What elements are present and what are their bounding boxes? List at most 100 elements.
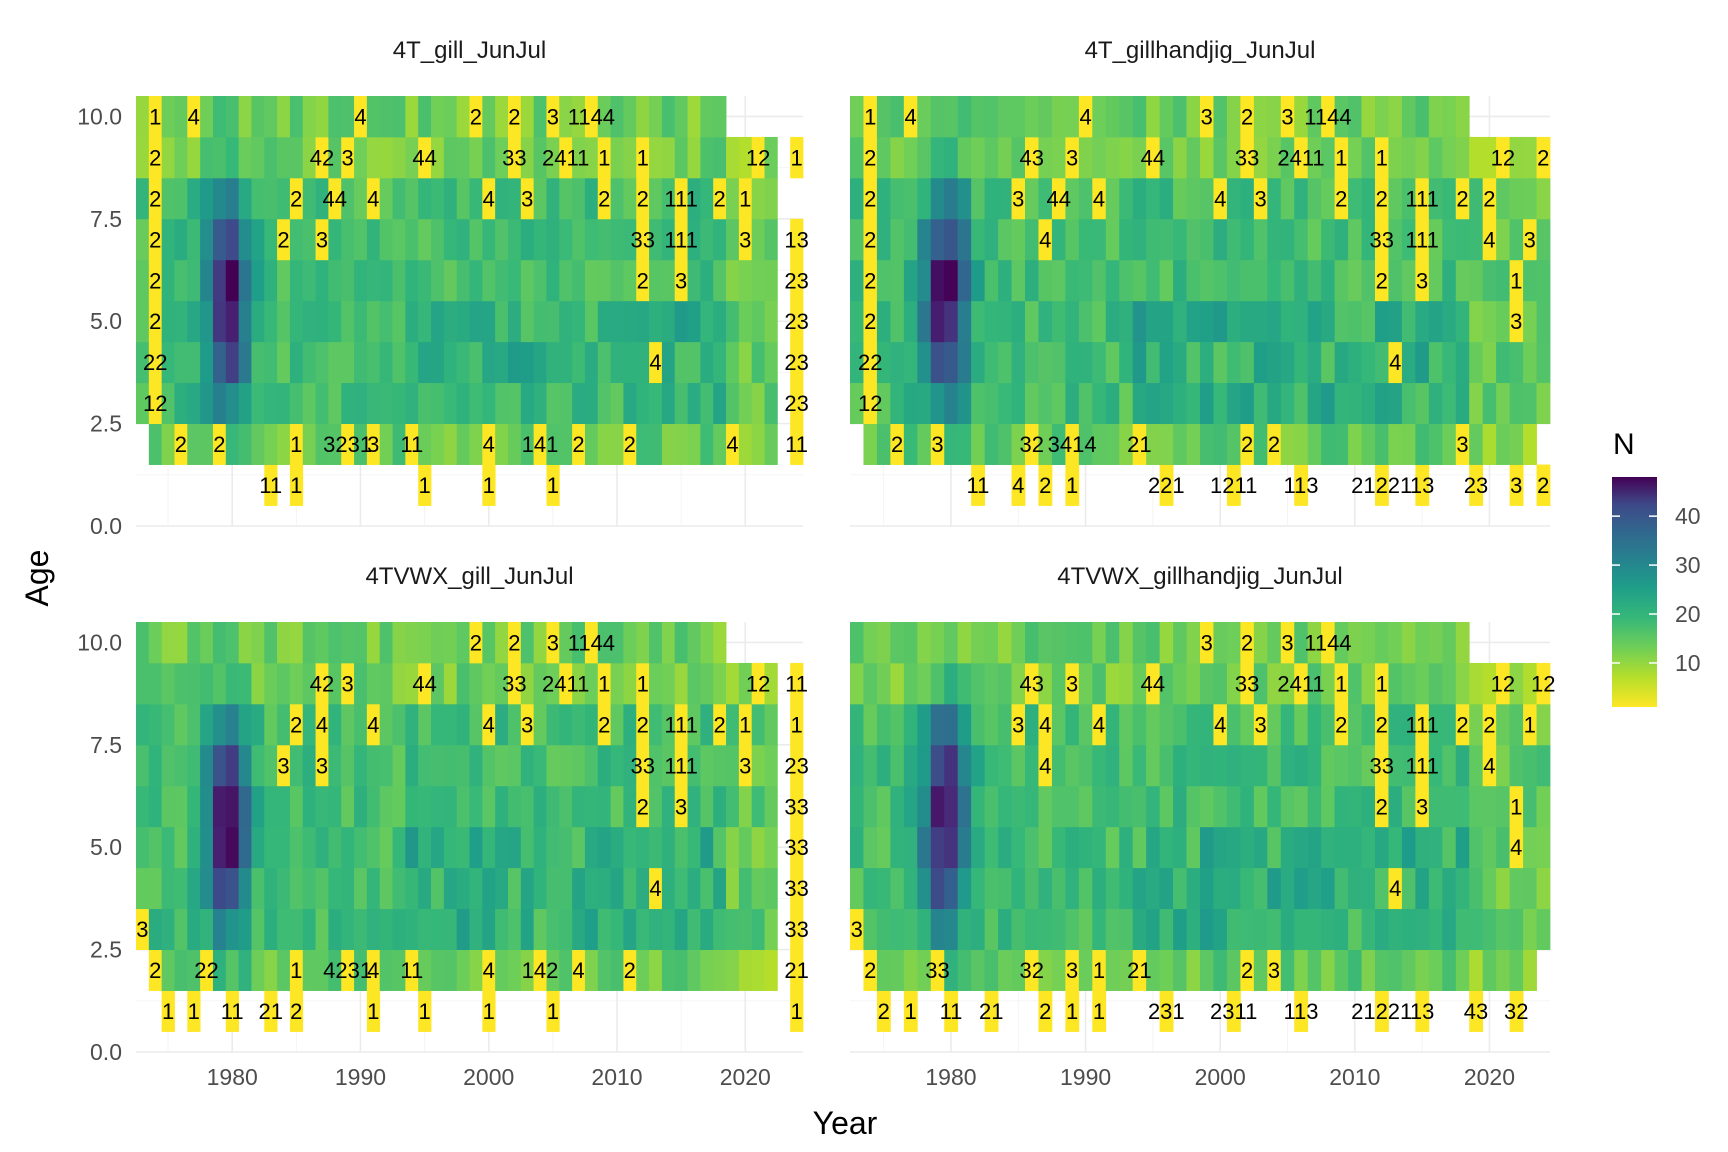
heatmap-tile [1401,300,1416,343]
heatmap-tile [1415,662,1430,705]
panel-title: 4TVWX_gill_JunJul [365,563,573,590]
heatmap-tile [405,382,419,425]
heatmap-tile [328,744,342,787]
cell-count-label: 2 [624,958,636,983]
cell-count-label: 4 [1093,712,1105,737]
heatmap-tile [971,949,986,991]
heatmap-tile [1536,464,1551,506]
heatmap-tile [1307,136,1322,179]
heatmap-tile [1482,218,1497,261]
heatmap-tile [751,826,765,869]
heatmap-tile [1146,177,1161,220]
heatmap-tile [944,826,959,869]
heatmap-tile [1388,662,1403,705]
heatmap-tile [533,423,547,465]
heatmap-tile [1469,423,1484,465]
heatmap-tile [674,908,688,951]
heatmap-tile [1442,177,1457,220]
cell-count-label: 33 [1369,753,1393,778]
heatmap-tile [597,136,611,179]
cell-count-label: 221 [1148,473,1185,498]
heatmap-tile [341,341,355,384]
cell-count-label: 3 [547,631,559,656]
cell-count-label: 2 [1335,712,1347,737]
heatmap-tile [726,662,740,705]
heatmap-tile [1119,218,1134,261]
heatmap-tile [850,136,864,179]
heatmap-tile [1051,908,1066,951]
heatmap-tile [1051,300,1066,343]
heatmap-tile [790,908,804,951]
heatmap-tile [876,96,891,138]
heatmap-tile [1415,218,1430,261]
heatmap-tile [212,218,227,261]
cell-count-label: 42 [310,671,334,696]
heatmap-tile [1025,96,1039,138]
heatmap-tile [1240,703,1255,746]
heatmap-tile [1119,423,1134,465]
heatmap-tile [1132,867,1147,910]
heatmap-tile [1334,300,1349,343]
heatmap-tile [1200,423,1214,465]
heatmap-tile [1159,259,1174,302]
heatmap-tile [1334,136,1349,179]
heatmap-tile [790,949,804,991]
heatmap-tile [431,908,445,951]
heatmap-tile [876,826,891,869]
heatmap-tile [984,259,999,302]
heatmap-tile [1065,300,1080,343]
heatmap-tile [1294,826,1309,869]
heatmap-tile [200,423,214,465]
heatmap-tile [238,622,252,664]
heatmap-tile [863,423,878,465]
heatmap-tile [520,867,535,910]
heatmap-tile [289,908,304,951]
heatmap-tile [930,826,945,869]
heatmap-tile [930,908,945,951]
heatmap-tile [1159,949,1174,991]
heatmap-tile [354,423,368,465]
heatmap-tile [984,785,999,828]
heatmap-tile [1321,259,1336,302]
heatmap-tile [366,949,381,991]
heatmap-tile [850,341,864,384]
cell-count-label: 11 [785,432,808,457]
heatmap-tile [1213,662,1228,705]
cell-count-label: 4 [1483,753,1495,778]
cell-count-label: 1 [739,186,751,211]
heatmap-tile [1132,622,1147,664]
heatmap-tile [187,949,201,991]
cell-count-label: 2 [1537,473,1549,498]
heatmap-tile [225,990,240,1032]
heatmap-tile [1321,218,1336,261]
heatmap-tile [863,96,878,138]
heatmap-tile [507,136,522,179]
heatmap-tile [251,423,265,465]
legend-tick-label: 40 [1675,503,1701,529]
heatmap-tile [1186,826,1201,869]
heatmap-tile [148,826,163,869]
heatmap-tile [930,136,945,179]
heatmap-tile [1146,785,1161,828]
heatmap-tile [957,259,972,302]
heatmap-tile [174,218,188,261]
heatmap-tile [200,341,214,384]
cell-count-label: 3 [1416,268,1428,293]
heatmap-tile [1092,990,1107,1032]
heatmap-tile [328,949,342,991]
heatmap-tile [661,382,676,425]
cell-count-label: 2 [1039,473,1051,498]
heatmap-tile [661,341,676,384]
x-axis-title: Year [813,1105,878,1141]
heatmap-tile [726,703,740,746]
heatmap-tile [890,382,905,425]
heatmap-tile [392,867,406,910]
heatmap-tile [418,464,432,506]
heatmap-tile [507,423,522,465]
heatmap-tile [971,785,986,828]
heatmap-tile [1334,662,1349,705]
heatmap-tile [533,908,547,951]
heatmap-tile [713,662,727,705]
heatmap-tile [1496,908,1511,951]
